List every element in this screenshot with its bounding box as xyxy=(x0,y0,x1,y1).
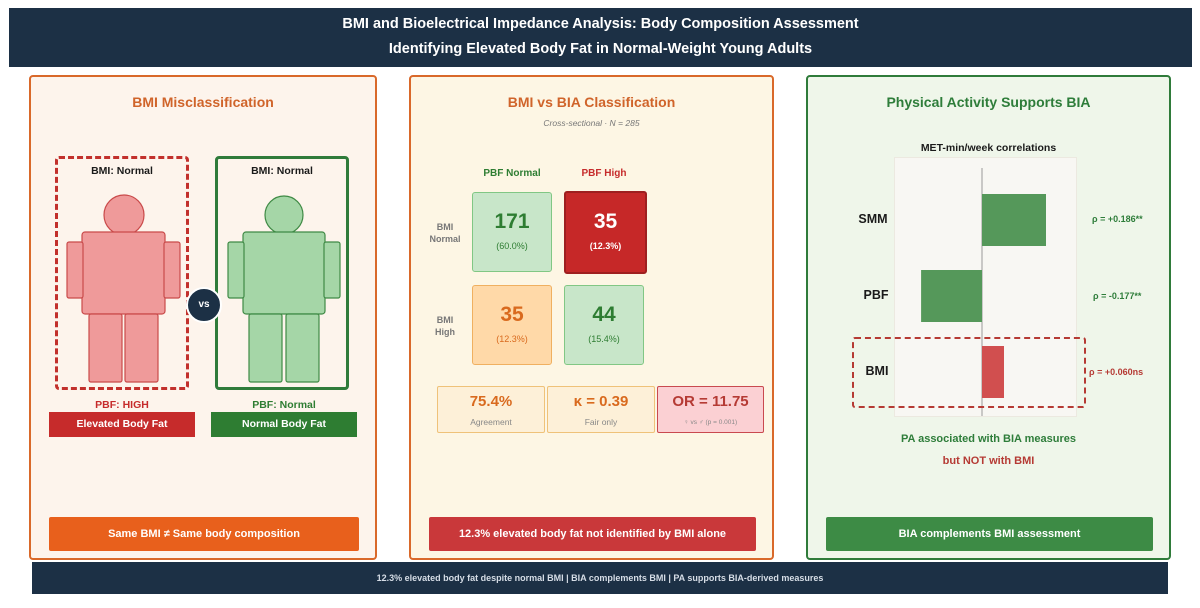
study-subtitle: Cross-sectional · N = 285 xyxy=(543,118,640,128)
bmi-normal-label: BMI: Normal xyxy=(251,165,313,177)
bar-label-bmi: BMI xyxy=(865,364,889,378)
cell-percent: (12.3%) xyxy=(589,241,622,251)
rho-label-smm: ρ = +0.186** xyxy=(1092,214,1143,224)
stat-agreement: 75.4% Agreement xyxy=(437,386,545,433)
stat-odds-ratio: OR = 11.75 ♀ vs ♂ (p = 0.001) xyxy=(657,386,764,433)
cell-normal-high: 35 (12.3%) xyxy=(564,191,647,274)
figure-arm-right xyxy=(323,241,341,299)
col-header-pbf-normal: PBF Normal xyxy=(483,168,541,179)
figure-arm-left xyxy=(227,241,245,299)
figure-leg-left xyxy=(248,313,283,383)
figure-torso xyxy=(81,231,166,315)
panel-bmi-misclassification: BMI Misclassification BMI: Normal BMI: N… xyxy=(29,75,377,560)
cell-high-high: 44 (15.4%) xyxy=(564,285,644,365)
body-figure-red xyxy=(66,194,181,383)
rho-label-bmi: ρ = +0.060ns xyxy=(1089,367,1144,377)
pbf-normal-label: PBF: Normal xyxy=(252,399,316,411)
cell-percent: (15.4%) xyxy=(588,334,620,344)
cell-count: 44 xyxy=(592,303,616,326)
figure-leg-left xyxy=(88,313,123,383)
correlation-plot-area xyxy=(894,157,1077,417)
bmi-normal-label: BMI: Normal xyxy=(91,165,153,177)
figure-leg-right xyxy=(124,313,159,383)
bar-label-smm: SMM xyxy=(858,212,888,226)
figure-arm-right xyxy=(163,241,181,299)
row-header-line: BMI xyxy=(436,222,454,232)
stat-label: Fair only xyxy=(584,417,618,427)
body-box-elevated: BMI: Normal xyxy=(55,156,189,390)
panel-physical-activity: Physical Activity Supports BIA MET-min/w… xyxy=(806,75,1171,560)
stat-value: κ = 0.39 xyxy=(573,393,629,410)
panel-title: BMI Misclassification xyxy=(132,94,274,110)
panel1-conclusion: Same BMI ≠ Same body composition xyxy=(49,517,359,551)
stat-label: Agreement xyxy=(470,417,512,427)
vs-badge: vs xyxy=(186,287,222,323)
stat-value: OR = 11.75 xyxy=(672,393,749,410)
figure-head xyxy=(264,195,304,235)
chart-title: MET-min/week correlations xyxy=(920,142,1057,154)
bar-smm xyxy=(982,194,1046,246)
bar-bmi xyxy=(982,346,1004,398)
body-figure-green xyxy=(227,195,341,383)
panel3-conclusion: BIA complements BMI assessment xyxy=(826,517,1153,551)
stat-kappa: κ = 0.39 Fair only xyxy=(547,386,655,433)
row-header-line: BMI xyxy=(436,315,454,325)
row-header-bmi-high: BMI High xyxy=(425,314,465,338)
stat-value: 75.4% xyxy=(469,393,513,410)
panel-title: BMI vs BIA Classification xyxy=(507,94,676,110)
col-header-pbf-high: PBF High xyxy=(581,168,627,179)
bar-label-pbf: PBF xyxy=(863,288,889,302)
figure-torso xyxy=(242,231,326,315)
rho-label-pbf: ρ = -0.177** xyxy=(1093,291,1142,301)
panel-title: Physical Activity Supports BIA xyxy=(886,94,1091,110)
pbf-high-label: PBF: HIGH xyxy=(95,399,149,411)
panel-bmi-vs-bia: BMI vs BIA Classification Cross-sectiona… xyxy=(409,75,774,560)
bar-pbf xyxy=(921,270,982,322)
footer-summary: 12.3% elevated body fat despite normal B… xyxy=(32,562,1168,594)
bmi-message: but NOT with BMI xyxy=(942,455,1035,467)
body-figures xyxy=(66,194,341,383)
elevated-body-fat-tag: Elevated Body Fat xyxy=(49,412,195,437)
bmi-highlight-box xyxy=(852,337,1086,408)
pa-message: PA associated with BIA measures xyxy=(900,433,1077,445)
page-subtitle: Identifying Elevated Body Fat in Normal-… xyxy=(388,41,813,57)
header-banner: BMI and Bioelectrical Impedance Analysis… xyxy=(9,8,1192,67)
cell-normal-normal: 171 (60.0%) xyxy=(472,192,552,272)
figure-head xyxy=(103,194,145,236)
normal-body-fat-tag: Normal Body Fat xyxy=(211,412,357,437)
cell-count: 171 xyxy=(494,210,530,233)
panel2-conclusion: 12.3% elevated body fat not identified b… xyxy=(429,517,756,551)
row-header-line: High xyxy=(435,327,455,337)
cell-high-normal: 35 (12.3%) xyxy=(472,285,552,365)
stat-label: ♀ vs ♂ (p = 0.001) xyxy=(683,419,738,426)
cell-percent: (60.0%) xyxy=(496,241,528,251)
cell-percent: (12.3%) xyxy=(496,334,528,344)
row-header-bmi-normal: BMI Normal xyxy=(425,221,465,245)
body-box-normal: BMI: Normal xyxy=(215,156,349,390)
cell-count: 35 xyxy=(500,303,524,326)
cell-count: 35 xyxy=(593,210,618,233)
correlation-chart xyxy=(921,168,1046,416)
page-title: BMI and Bioelectrical Impedance Analysis… xyxy=(342,16,859,32)
figure-leg-right xyxy=(285,313,320,383)
figure-arm-left xyxy=(66,241,84,299)
row-header-line: Normal xyxy=(429,234,461,244)
